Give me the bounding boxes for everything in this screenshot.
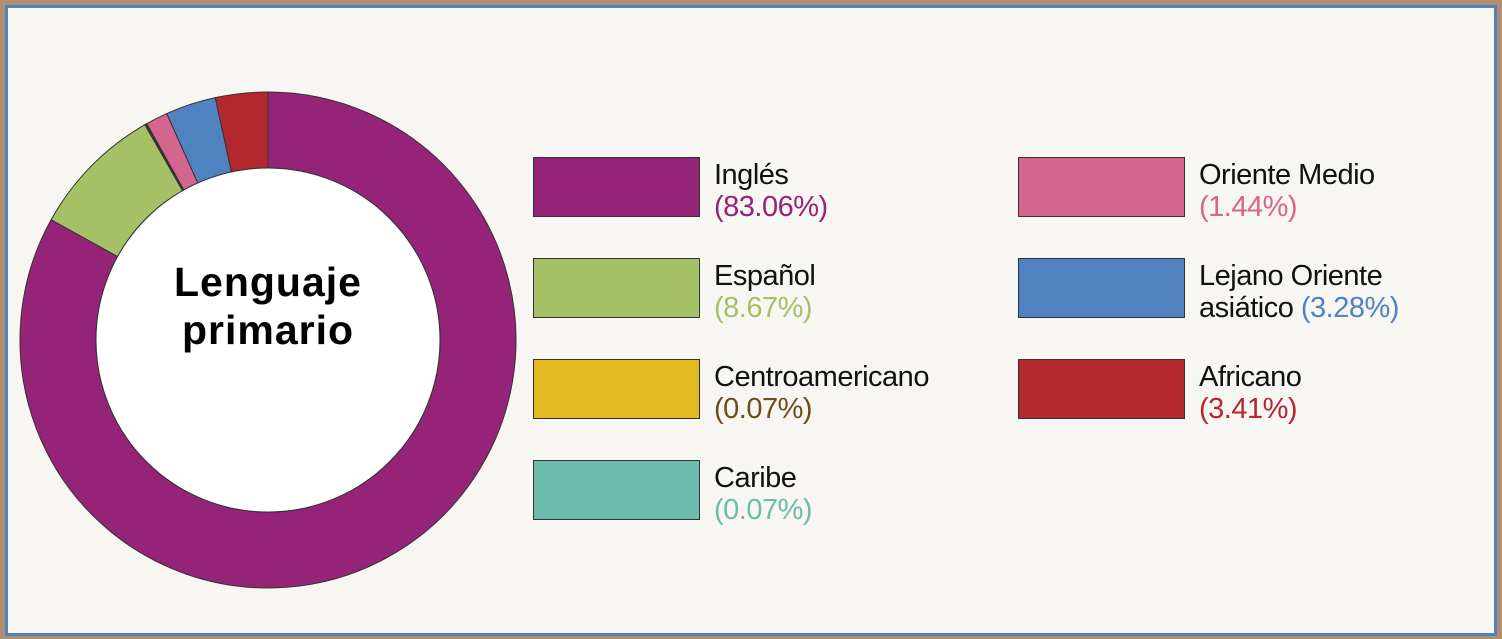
legend-label: Caribe bbox=[714, 462, 797, 494]
legend-text: Centroamericano (0.07%) bbox=[714, 361, 984, 425]
legend-label: Africano bbox=[1199, 361, 1302, 393]
legend-text: Lejano Oriente asiático (3.28%) bbox=[1199, 260, 1469, 324]
legend-entry: Lejano Oriente asiático (3.28%) bbox=[1018, 258, 1488, 328]
legend-swatch bbox=[533, 258, 700, 318]
legend-swatch bbox=[1018, 258, 1185, 318]
legend-label: Oriente Medio bbox=[1199, 159, 1375, 191]
donut-hole bbox=[95, 167, 441, 513]
value-label: (1.44%) bbox=[1199, 191, 1298, 223]
legend-text: Oriente Medio (1.44%) bbox=[1199, 159, 1469, 223]
legend-swatch bbox=[1018, 157, 1185, 217]
legend-label: Lejano Oriente asiático bbox=[1199, 260, 1383, 324]
value-label: (8.67%) bbox=[714, 292, 813, 324]
legend-text: Inglés (83.06%) bbox=[714, 159, 984, 223]
legend-swatch bbox=[533, 359, 700, 419]
legend-swatch bbox=[533, 460, 700, 520]
value-label: (0.07%) bbox=[714, 494, 813, 526]
legend-entry: Español (8.67%) bbox=[533, 258, 1003, 328]
legend-entry: Caribe (0.07%) bbox=[533, 460, 1003, 530]
legend-text: Español (8.67%) bbox=[714, 260, 984, 324]
value-label: (3.41%) bbox=[1199, 393, 1298, 425]
legend-entry: Africano (3.41%) bbox=[1018, 359, 1488, 429]
chart-title: Lenguaje primario bbox=[174, 259, 362, 353]
legend-label: Inglés bbox=[714, 159, 789, 191]
value-label: (83.06%) bbox=[714, 191, 828, 223]
legend-entry: Oriente Medio (1.44%) bbox=[1018, 157, 1488, 227]
legend-label: Español bbox=[714, 260, 816, 292]
legend-entry: Inglés (83.06%) bbox=[533, 157, 1003, 227]
legend-text: Caribe (0.07%) bbox=[714, 462, 984, 526]
legend-swatch bbox=[533, 157, 700, 217]
value-label: (3.28%) bbox=[1300, 292, 1400, 324]
legend-text: Africano (3.41%) bbox=[1199, 361, 1469, 425]
value-label: (0.07%) bbox=[714, 393, 813, 425]
legend-entry: Centroamericano (0.07%) bbox=[533, 359, 1003, 429]
donut-chart bbox=[19, 91, 517, 589]
legend-label: Centroamericano bbox=[714, 361, 929, 393]
legend-swatch bbox=[1018, 359, 1185, 419]
